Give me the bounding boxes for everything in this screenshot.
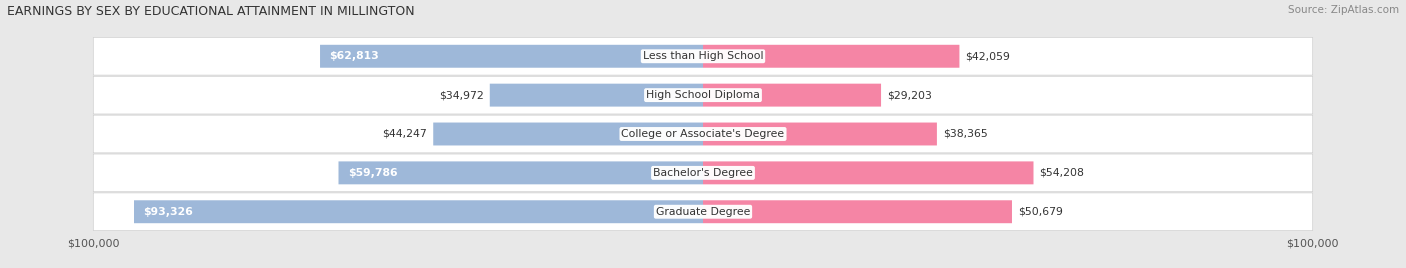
FancyBboxPatch shape [134, 200, 703, 223]
Text: College or Associate's Degree: College or Associate's Degree [621, 129, 785, 139]
FancyBboxPatch shape [703, 45, 959, 68]
Text: $93,326: $93,326 [143, 207, 193, 217]
FancyBboxPatch shape [93, 76, 1313, 114]
Text: $29,203: $29,203 [887, 90, 932, 100]
FancyBboxPatch shape [339, 161, 703, 184]
Text: $62,813: $62,813 [329, 51, 380, 61]
Text: $34,972: $34,972 [439, 90, 484, 100]
Text: Source: ZipAtlas.com: Source: ZipAtlas.com [1288, 5, 1399, 15]
FancyBboxPatch shape [703, 161, 1033, 184]
Text: $44,247: $44,247 [382, 129, 427, 139]
Text: $54,208: $54,208 [1039, 168, 1084, 178]
Text: $42,059: $42,059 [966, 51, 1011, 61]
FancyBboxPatch shape [489, 84, 703, 107]
FancyBboxPatch shape [433, 122, 703, 146]
Text: Bachelor's Degree: Bachelor's Degree [652, 168, 754, 178]
Text: EARNINGS BY SEX BY EDUCATIONAL ATTAINMENT IN MILLINGTON: EARNINGS BY SEX BY EDUCATIONAL ATTAINMEN… [7, 5, 415, 18]
Text: Less than High School: Less than High School [643, 51, 763, 61]
FancyBboxPatch shape [703, 122, 936, 146]
Text: Graduate Degree: Graduate Degree [655, 207, 751, 217]
Text: $59,786: $59,786 [347, 168, 398, 178]
FancyBboxPatch shape [93, 38, 1313, 75]
Text: $38,365: $38,365 [943, 129, 988, 139]
FancyBboxPatch shape [321, 45, 703, 68]
Text: $50,679: $50,679 [1018, 207, 1063, 217]
Text: High School Diploma: High School Diploma [647, 90, 759, 100]
FancyBboxPatch shape [703, 200, 1012, 223]
FancyBboxPatch shape [93, 115, 1313, 153]
FancyBboxPatch shape [93, 154, 1313, 192]
FancyBboxPatch shape [703, 84, 882, 107]
FancyBboxPatch shape [93, 193, 1313, 230]
